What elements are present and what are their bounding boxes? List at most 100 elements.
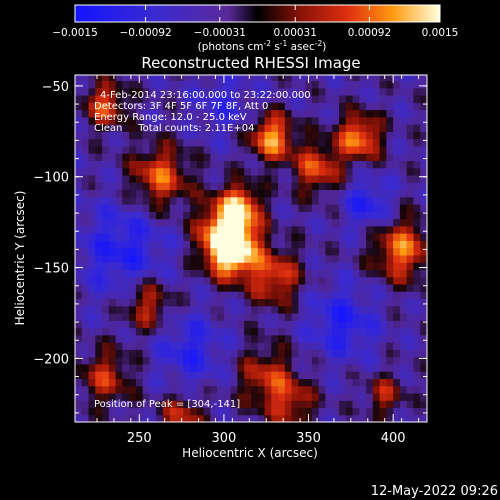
heatmap-cell (251, 334, 259, 343)
heatmap-cell (413, 349, 421, 358)
heatmap-cell (257, 392, 266, 401)
heatmap-cell (386, 116, 394, 125)
heatmap-cell (223, 320, 232, 329)
heatmap-cell (156, 378, 164, 387)
heatmap-cell (75, 414, 83, 422)
heatmap-cell (244, 160, 252, 169)
heatmap-cell (217, 87, 225, 96)
heatmap-cell (271, 80, 279, 89)
heatmap-cell (129, 174, 137, 183)
heatmap-cell (75, 189, 83, 198)
heatmap-cell (223, 203, 232, 212)
heatmap-cell (122, 75, 130, 82)
heatmap-cell (251, 254, 259, 263)
heatmap-cell (102, 153, 110, 161)
heatmap-cell (102, 218, 110, 227)
heatmap-cell (298, 392, 306, 401)
heatmap-cell (393, 392, 401, 401)
heatmap-cell (298, 218, 306, 227)
annotation-detectors: Detectors: 3F 4F 5F 6F 7F 8F, Att 0 (94, 101, 268, 112)
heatmap-cell (115, 262, 123, 270)
heatmap-cell (88, 167, 96, 176)
heatmap-cell (278, 392, 286, 401)
heatmap-cell (223, 305, 232, 314)
heatmap-cell (95, 407, 103, 416)
heatmap-cell (176, 145, 184, 154)
heatmap-cell (142, 124, 151, 132)
heatmap-cell (366, 80, 374, 89)
heatmap-cell (325, 378, 333, 387)
heatmap-cell (176, 283, 184, 292)
heatmap-cell (129, 94, 137, 103)
heatmap-cell (257, 334, 266, 343)
heatmap-cell (311, 392, 320, 401)
heatmap-cell (386, 203, 394, 212)
heatmap-cell (230, 182, 239, 191)
heatmap-cell (196, 269, 205, 278)
heatmap-cell (386, 240, 394, 249)
heatmap-cell (122, 342, 130, 350)
heatmap-cell (257, 298, 266, 307)
heatmap-cell (386, 371, 394, 379)
heatmap-cell (217, 131, 225, 140)
heatmap-cell (339, 196, 347, 205)
heatmap-cell (156, 211, 164, 220)
heatmap-cell (332, 320, 340, 329)
heatmap-cell (291, 131, 299, 140)
heatmap-cell (135, 334, 144, 343)
heatmap-cell (237, 320, 245, 329)
heatmap-cell (163, 203, 171, 212)
heatmap-cell (176, 291, 184, 300)
heatmap-cell (75, 102, 83, 111)
heatmap-cell (298, 189, 306, 198)
heatmap-cell (311, 167, 320, 176)
heatmap-cell (176, 124, 184, 132)
heatmap-cell (217, 75, 225, 82)
heatmap-cell (223, 407, 232, 416)
heatmap-cell (196, 276, 205, 285)
heatmap-cell (379, 247, 387, 256)
heatmap-cell (251, 247, 259, 256)
heatmap-cell (237, 87, 245, 96)
heatmap-cell (115, 349, 123, 358)
heatmap-cell (223, 131, 232, 140)
heatmap-cell (108, 254, 117, 263)
heatmap-cell (81, 218, 90, 227)
heatmap-cell (88, 363, 96, 372)
heatmap-cell (345, 363, 354, 372)
heatmap-cell (366, 385, 374, 394)
heatmap-cell (311, 320, 320, 329)
heatmap-cell (183, 320, 191, 329)
heatmap-cell (190, 312, 198, 321)
heatmap-cell (190, 160, 198, 169)
heatmap-cell (176, 233, 184, 241)
heatmap-cell (237, 196, 245, 205)
heatmap-cell (176, 363, 184, 372)
heatmap-cell (176, 334, 184, 343)
heatmap-cell (257, 75, 266, 82)
heatmap-cell (345, 298, 354, 307)
heatmap-cell (203, 334, 211, 343)
heatmap-cell (298, 240, 306, 249)
heatmap-cell (264, 131, 272, 140)
heatmap-cell (142, 320, 151, 329)
heatmap-cell (223, 414, 232, 422)
heatmap-cell (237, 407, 245, 416)
heatmap-cell (345, 371, 354, 379)
heatmap-cell (339, 138, 347, 147)
heatmap-cell (298, 203, 306, 212)
heatmap-cell (284, 160, 293, 169)
heatmap-cell (135, 109, 144, 118)
heatmap-cell (102, 124, 110, 132)
heatmap-cell (251, 189, 259, 198)
heatmap-cell (366, 116, 374, 125)
heatmap-cell (102, 233, 110, 241)
heatmap-cell (278, 196, 286, 205)
heatmap-cell (359, 102, 367, 111)
heatmap-cell (183, 363, 191, 372)
heatmap-cell (244, 378, 252, 387)
heatmap-cell (122, 196, 130, 205)
heatmap-cell (325, 196, 333, 205)
heatmap-cell (325, 414, 333, 422)
heatmap-cell (95, 342, 103, 350)
